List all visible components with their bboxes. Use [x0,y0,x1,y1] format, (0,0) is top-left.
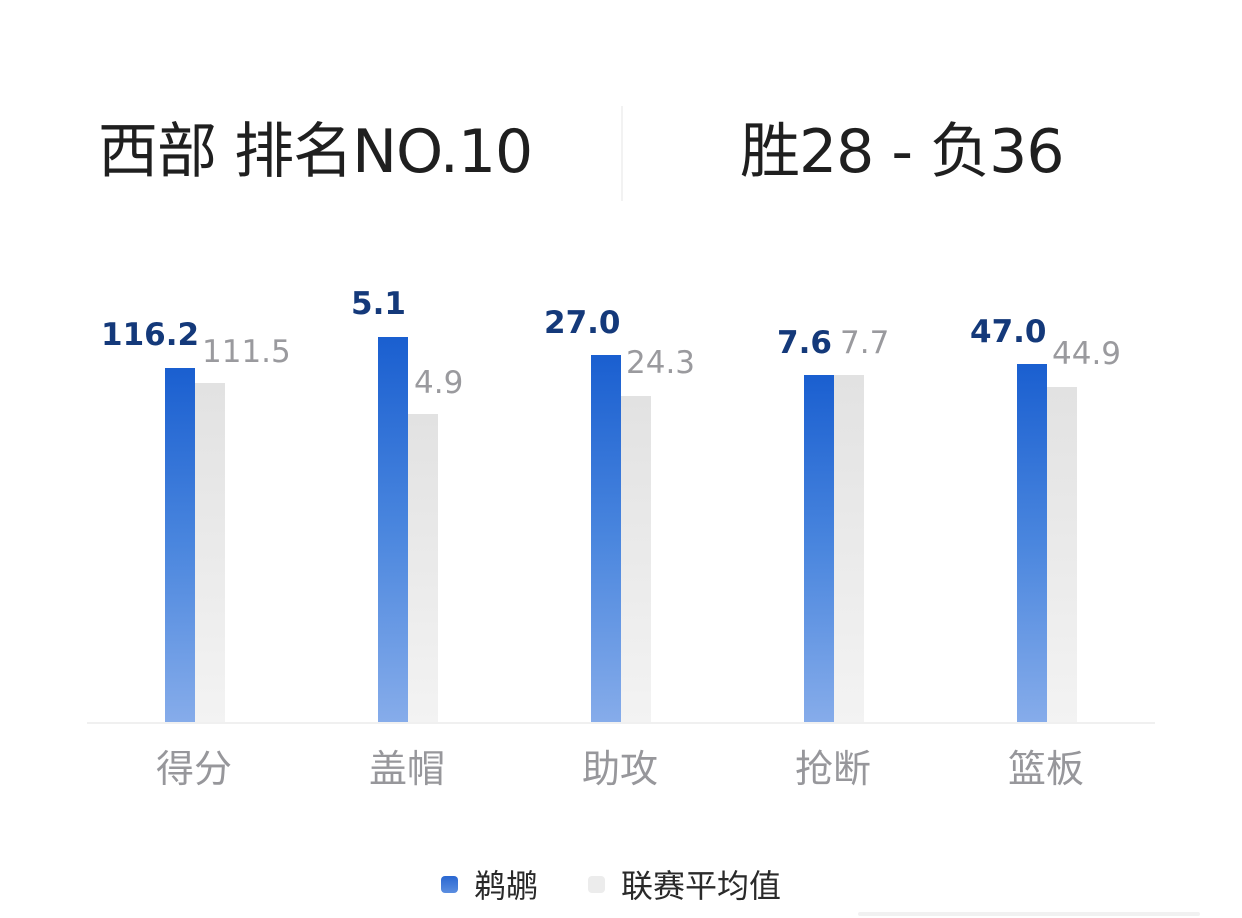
legend-swatch-team-icon [441,875,458,893]
category-label-rebounds: 篮板 [1007,747,1084,791]
legend-swatch-average-icon [588,875,605,893]
value-average-rebounds: 44.9 [1052,336,1122,372]
bar-average-blocks[interactable] [408,414,438,722]
category-label-points: 得分 [155,747,232,791]
category-label-steals: 抢断 [794,747,871,791]
legend-label-team: 鹈鹕 [474,867,539,905]
win-loss-record: 胜28 - 负36 [740,117,1064,187]
bar-average-assists[interactable] [621,396,651,722]
category-label-assists: 助攻 [581,747,658,791]
value-average-blocks: 4.9 [414,365,464,401]
value-team-steals: 7.6 [777,325,832,361]
value-team-rebounds: 47.0 [970,314,1047,350]
value-average-points: 111.5 [202,334,291,370]
bar-team-assists[interactable] [591,355,621,722]
bar-team-points[interactable] [165,368,195,722]
value-average-assists: 24.3 [626,345,696,381]
legend-item-average[interactable]: 联赛平均值 [588,862,781,906]
scroll-indicator [858,912,1200,916]
value-team-assists: 27.0 [544,305,621,341]
category-label-blocks: 盖帽 [368,747,445,791]
legend-item-team[interactable]: 鹈鹕 [441,862,538,906]
legend-label-average: 联赛平均值 [621,867,782,905]
bar-average-rebounds[interactable] [1047,387,1077,722]
bar-team-rebounds[interactable] [1017,364,1047,722]
chart-legend: 鹈鹕 联赛平均值 [0,862,1242,906]
header-divider [621,106,623,201]
bar-team-blocks[interactable] [378,337,408,722]
bar-average-steals[interactable] [834,375,864,722]
x-axis-line [87,722,1155,724]
value-average-steals: 7.7 [840,325,890,361]
conference-rank-title: 西部 排名NO.10 [98,117,533,187]
value-team-blocks: 5.1 [351,286,406,322]
bar-average-points[interactable] [195,383,225,722]
value-team-points: 116.2 [101,317,200,353]
bar-team-steals[interactable] [804,375,834,722]
